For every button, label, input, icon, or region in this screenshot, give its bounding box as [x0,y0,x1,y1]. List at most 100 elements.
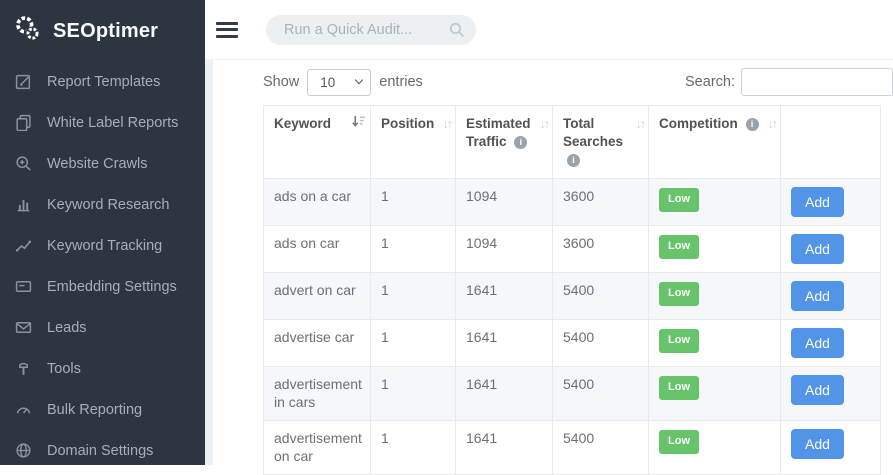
column-header-position[interactable]: Position [370,105,456,179]
add-keyword-button[interactable]: Add [791,328,844,358]
position-cell: 1 [370,178,456,226]
sort-icon[interactable] [540,115,549,133]
main-content: Show 10 entries Search: [213,60,893,475]
action-cell: Add [780,319,881,367]
sidebar-item-keyword-tracking[interactable]: Keyword Tracking [0,225,205,266]
add-keyword-button[interactable]: Add [791,187,844,217]
estimated-traffic-cell: 1641 [455,366,553,421]
content-gutter [205,60,213,465]
estimated-traffic-cell: 1641 [455,420,553,475]
competition-badge: Low [659,430,699,454]
show-label: Show [263,74,300,90]
competition-cell: Low [648,366,781,421]
total-searches-cell: 5400 [552,319,649,367]
info-icon[interactable] [745,118,759,131]
menu-toggle-icon[interactable] [216,16,238,43]
table-row: advertisement in cars 1 1641 5400 Low Ad… [263,366,881,421]
table-row: advert on car 1 1641 5400 Low Add [263,272,881,320]
column-header-estimated-traffic[interactable]: Estimated Traffic [455,105,553,179]
total-searches-cell: 5400 [552,420,649,475]
sort-icon[interactable] [636,115,645,133]
pencil-square-icon [15,73,32,90]
sidebar-item-leads[interactable]: Leads [0,307,205,348]
column-header-keyword[interactable]: Keyword [263,105,371,179]
column-header-actions [780,105,881,179]
add-keyword-button[interactable]: Add [791,234,844,264]
page-size-select[interactable]: 10 [307,68,372,96]
action-cell: Add [780,366,881,421]
search-label: Search: [685,74,735,90]
sort-icon[interactable] [768,115,777,133]
estimated-traffic-cell: 1094 [455,178,553,226]
action-cell: Add [780,420,881,475]
bar-chart-icon [15,196,32,213]
entries-label: entries [379,74,423,90]
table-controls: Show 10 entries Search: [263,68,893,96]
globe-icon [15,442,32,459]
page-size-control: Show 10 entries [263,68,423,96]
competition-cell: Low [648,420,781,475]
column-label: Competition [659,116,738,131]
add-keyword-button[interactable]: Add [791,281,844,311]
add-keyword-button[interactable]: Add [791,375,844,405]
competition-cell: Low [648,319,781,367]
competition-badge: Low [659,329,699,353]
sidebar-item-tools[interactable]: Tools [0,348,205,389]
add-keyword-button[interactable]: Add [791,429,844,459]
sort-icon[interactable] [443,115,452,133]
table-search-control: Search: [685,68,893,96]
trend-line-icon [15,237,32,254]
envelope-icon [15,319,32,336]
action-cell: Add [780,178,881,226]
position-cell: 1 [370,420,456,475]
table-row: advertisement on car 1 1641 5400 Low Add [263,420,881,475]
zoom-in-icon [15,155,32,172]
keyword-table: Keyword Position Estimated Traffic Total… [263,105,881,475]
column-header-competition[interactable]: Competition [648,105,781,179]
search-icon [449,22,465,38]
sidebar-item-bulk-reporting[interactable]: Bulk Reporting [0,389,205,430]
position-cell: 1 [370,225,456,273]
sidebar-item-label: Bulk Reporting [47,401,143,418]
sidebar-item-report-templates[interactable]: Report Templates [0,61,205,102]
info-icon[interactable] [567,154,580,167]
copy-pages-icon [15,114,32,131]
table-row: advertise car 1 1641 5400 Low Add [263,319,881,367]
quick-audit-input[interactable] [266,14,476,45]
sidebar: SEOptimer Report Templates White Label R… [0,0,205,465]
brand-logo[interactable]: SEOptimer [0,0,205,59]
position-cell: 1 [370,272,456,320]
sidebar-item-domain-settings[interactable]: Domain Settings [0,430,205,471]
sidebar-item-label: Keyword Tracking [47,237,163,254]
estimated-traffic-cell: 1641 [455,272,553,320]
competition-cell: Low [648,178,781,226]
sidebar-item-label: Domain Settings [47,442,154,459]
competition-cell: Low [648,272,781,320]
competition-badge: Low [659,188,699,212]
sidebar-item-white-label-reports[interactable]: White Label Reports [0,102,205,143]
sidebar-item-website-crawls[interactable]: Website Crawls [0,143,205,184]
competition-badge: Low [659,235,699,259]
topbar [205,0,893,60]
sidebar-nav: Report Templates White Label Reports Web… [0,61,205,471]
keyword-cell: ads on car [263,225,371,273]
keyword-cell: advertisement on car [263,420,371,475]
table-search-input[interactable] [741,68,893,96]
total-searches-cell: 5400 [552,366,649,421]
estimated-traffic-cell: 1094 [455,225,553,273]
info-icon[interactable] [514,136,528,149]
sidebar-item-label: Keyword Research [47,196,170,213]
quick-audit-search [266,14,476,45]
table-header-row: Keyword Position Estimated Traffic Total… [263,105,881,179]
sidebar-item-embedding-settings[interactable]: Embedding Settings [0,266,205,307]
action-cell: Add [780,272,881,320]
keyword-cell: advert on car [263,272,371,320]
column-header-total-searches[interactable]: Total Searches [552,105,649,179]
sidebar-item-label: Report Templates [47,73,161,90]
embed-card-icon [15,278,32,295]
table-row: ads on car 1 1094 3600 Low Add [263,225,881,273]
sidebar-item-label: White Label Reports [47,114,179,131]
keyword-cell: advertisement in cars [263,366,371,421]
sort-asc-icon[interactable] [351,115,366,133]
sidebar-item-keyword-research[interactable]: Keyword Research [0,184,205,225]
